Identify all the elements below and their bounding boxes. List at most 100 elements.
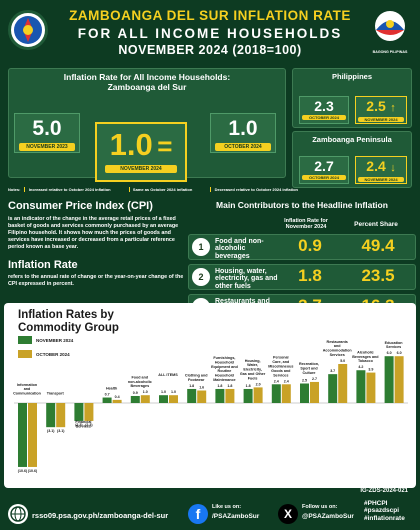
psa-logo [8, 10, 48, 50]
category-label: Information and Communication [13, 383, 42, 396]
category-label-line: Alcoholic [357, 350, 374, 354]
inflation-rate-body: refers to the annual rate of change or t… [8, 274, 184, 288]
category-label-line: Services [76, 424, 91, 428]
header-line1: ZAMBOANGA DEL SUR INFLATION RATE [69, 8, 351, 23]
category-label-line: Electricity, [243, 368, 262, 372]
bar-oct [338, 364, 348, 403]
commodity-chart: NOVEMBER 2024 OCTOBER 2024 (10.6) (10.6) Inf… [13, 336, 408, 473]
doc-id: IG-ZDS-2024-021 [360, 488, 408, 494]
zp-nov-label: NOVEMBER 2024 [358, 177, 404, 182]
hashtag-1: #PHCPI [364, 500, 388, 507]
category-label-line: Maintenance [213, 378, 235, 382]
header-line3: NOVEMBER 2024 (2018=100) [118, 43, 302, 57]
x-handle[interactable]: @PSAZamboSur [302, 513, 354, 520]
category-label: Personal Care, and Miscellaneous Goods and S… [268, 356, 293, 378]
zp-nov-value: 2.4 [366, 158, 386, 174]
bar-nov [102, 397, 112, 403]
category-label-line: ALL ITEMS [158, 373, 178, 377]
bar-nov-label: (3.1) [47, 429, 55, 433]
bar-nov [18, 403, 27, 467]
contributor-rank: 1 [192, 238, 210, 256]
ph-oct-value: 2.3 [314, 98, 334, 114]
category-label: Recreation, Sport and Culture [299, 362, 319, 375]
bagong-pilipinas-label: BAGONG PILIPINAS [372, 50, 408, 54]
bar-nov-label: (10.6) [18, 469, 28, 473]
contributor-row: 1 Food and non-alcoholic beverages 0.9 49.4 [188, 234, 416, 260]
inflation-rate-title: Inflation Rate [8, 259, 78, 272]
bar-oct [253, 387, 263, 403]
legend-label-nov: NOVEMBER 2024 [36, 338, 74, 343]
philippines-panel: Philippines 2.3 OCTOBER 2024 2.5 ↑ NOVEM… [292, 68, 412, 128]
bar-nov [356, 370, 366, 403]
category-label-line: Services [273, 373, 288, 377]
ph-nov-card: 2.5 ↑ NOVEMBER 2024 [355, 96, 407, 124]
bar-oct-label: 1.0 [171, 390, 176, 394]
bar-oct [169, 395, 178, 403]
bar-oct-label: 2.0 [256, 382, 261, 386]
oct2024-label: OCTOBER 2024 [215, 143, 271, 151]
contributor-label: Housing, water, electricity, gas and oth… [215, 268, 278, 290]
fb-handle[interactable]: /PSAZamboSur [212, 513, 260, 520]
ph-nov-value: 2.5 [366, 98, 386, 114]
headline-title-2: Zamboanga del Sur [107, 82, 187, 92]
bar-oct [84, 403, 94, 421]
hashtags: #PHCPI #psazdscpi #inflationrate [364, 500, 405, 522]
ph-nov-label: NOVEMBER 2024 [358, 117, 404, 122]
contributor-rank: 2 [192, 268, 210, 286]
legend-label-oct: OCTOBER 2024 [36, 352, 70, 357]
nov2023-label: NOVEMBER 2023 [19, 143, 75, 151]
bar-oct-label: 2.4 [284, 379, 289, 383]
website-link[interactable]: rsso09.psa.gov.ph/zamboanga-del-sur [32, 511, 169, 520]
peninsula-panel: Zamboanga Peninsula 2.7 OCTOBER 2024 2.4… [292, 131, 412, 188]
increase-note: Increased relative to October 2024 infla… [28, 186, 111, 192]
category-label: Financial Services [75, 420, 91, 428]
bar-nov-label: 1.8 [217, 384, 222, 388]
category-label-line: Education [385, 341, 404, 345]
bar-nov-label: 0.7 [105, 393, 110, 397]
legend-swatch-oct [18, 350, 32, 358]
category-label-line: Care, and [272, 360, 290, 364]
bar-oct-label: 1.8 [227, 384, 232, 388]
category-label: Health [106, 387, 118, 391]
fb-prompt: Like us on: [212, 504, 242, 510]
philippines-title: Philippines [331, 72, 372, 81]
category-label-line: Tobacco [358, 359, 374, 363]
hashtag-3: #inflationrate [364, 514, 405, 522]
contributor-rate: 1.8 [298, 266, 322, 285]
bar-oct-label: 3.9 [368, 368, 373, 372]
footer: IG-ZDS-2024-021 rsso09.psa.gov.ph/zamboa… [0, 488, 420, 530]
category-label: Clothing and Footwear [185, 374, 208, 382]
facebook-icon: f [188, 504, 208, 524]
arrow-down-icon: ↓ [390, 162, 396, 174]
bar-oct-label: 2.7 [312, 377, 317, 381]
category-label-line: Beverages [130, 384, 149, 388]
category-label-line: Culture [303, 371, 316, 375]
category-label-line: Fuels [248, 376, 258, 380]
category-label-line: Health [106, 387, 118, 391]
bar-nov-label: 3.7 [330, 369, 335, 373]
cpi-section: Consumer Price Index (CPI) is an indicat… [8, 200, 184, 325]
nov2024-card: 1.0 = NOVEMBER 2024 [95, 122, 187, 182]
category-label-line: non-alcoholic [128, 380, 152, 384]
contributor-share: 23.5 [361, 266, 395, 285]
equal-icon: = [157, 131, 173, 161]
bar-oct [140, 395, 150, 403]
bar-nov [215, 388, 225, 403]
contributor-row: 2 Housing, water, electricity, gas and ot… [188, 264, 416, 290]
chart-panel: Inflation Rates by Commodity Group NOVEM… [4, 303, 416, 488]
bar-nov-label: 2.5 [302, 379, 307, 383]
category-label-line: Clothing and [185, 374, 208, 378]
category-label-line: Transport [47, 392, 65, 396]
globe-icon [8, 504, 28, 524]
category-label-line: Services [386, 345, 401, 349]
bar-oct-label: 1.0 [143, 390, 148, 394]
x-prompt: Follow us on: [302, 504, 338, 510]
bar-oct [56, 403, 66, 428]
category-label-line: Miscellaneous [268, 364, 293, 368]
bar-nov [74, 403, 84, 421]
bar-oct [225, 388, 235, 403]
zp-oct-label: OCTOBER 2024 [302, 175, 346, 180]
bar-nov [243, 388, 253, 403]
notes-label: Notes: [8, 186, 21, 192]
bar-nov-label: 4.2 [358, 365, 363, 369]
